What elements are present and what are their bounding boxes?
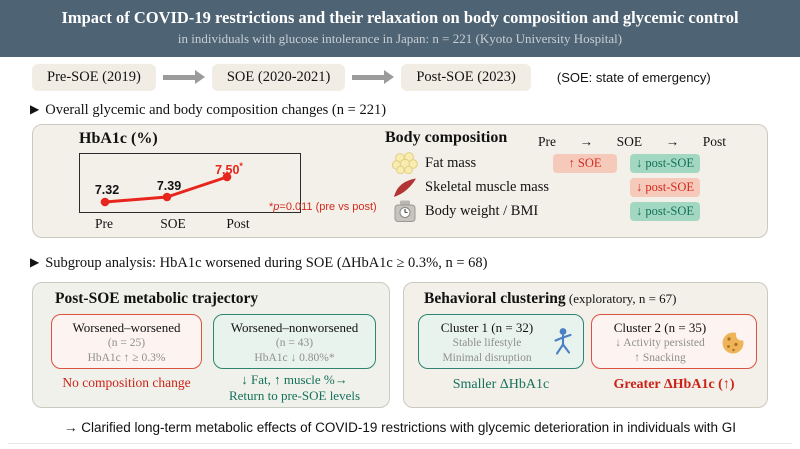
clustering-panel: Behavioral clustering (exploratory, n = … bbox=[403, 282, 768, 408]
cluster-1-text: Cluster 1 (n = 32) Stable lifestyle Mini… bbox=[423, 320, 551, 366]
group-detail: HbA1c ↑ ≥ 0.3% bbox=[87, 352, 166, 365]
row-label-skeletal-muscle: Skeletal muscle mass bbox=[425, 179, 550, 195]
x-tick-pre: Pre bbox=[95, 216, 113, 231]
column-pre: Pre bbox=[538, 134, 556, 149]
timeline-step-pre-soe: Pre-SOE (2019) bbox=[32, 63, 156, 91]
page-title: Impact of COVID-19 restrictions and thei… bbox=[61, 8, 739, 27]
column-post: Post bbox=[702, 134, 726, 149]
data-point-post bbox=[222, 172, 232, 182]
section-heading-overall: ▶ Overall glycemic and body composition c… bbox=[30, 102, 386, 119]
p-value-note: *p=0.011 (pre vs post) bbox=[269, 201, 377, 213]
outcome-line-1: ↓ Fat, ↑ muscle %→ bbox=[241, 372, 348, 387]
significance-asterisk: * bbox=[239, 161, 243, 171]
walking-person-icon bbox=[551, 327, 575, 364]
overview-panel: HbA1c (%) 7.32 7.39 7.50* Pre SOE Post *… bbox=[32, 124, 768, 238]
cluster-line-2: ↑ Snacking bbox=[634, 352, 686, 365]
fat-cells-icon bbox=[391, 152, 419, 174]
timeline-step-soe: SOE (2020-2021) bbox=[211, 63, 346, 91]
badge-muscle-down-post: ↓ post-SOE bbox=[630, 178, 700, 197]
section-heading-overall-text: Overall glycemic and body composition ch… bbox=[45, 102, 387, 118]
arrow-right-icon bbox=[162, 70, 205, 84]
section-heading-subgroup: ▶ Subgroup analysis: HbA1c worsened durin… bbox=[30, 255, 488, 272]
hba1c-value-post: 7.50* bbox=[215, 161, 243, 178]
cluster-1-box: Cluster 1 (n = 32) Stable lifestyle Mini… bbox=[418, 314, 584, 369]
outcome-cluster-2: Greater ΔHbA1c (↑) bbox=[613, 377, 735, 392]
hba1c-chart-title: HbA1c (%) bbox=[79, 130, 158, 147]
triangle-bullet-icon: ▶ bbox=[30, 255, 40, 269]
group-name: Worsened–worsened bbox=[72, 320, 181, 335]
timeline-step-post-soe: Post-SOE (2023) bbox=[401, 63, 531, 91]
outcome-line-2: Return to pre-SOE levels bbox=[228, 388, 361, 404]
page-subtitle: in individuals with glucose intolerance … bbox=[177, 31, 623, 46]
cluster-name: Cluster 2 (n = 35) bbox=[613, 320, 707, 335]
group-box-worsened-worsened: Worsened–worsened (n = 25) HbA1c ↑ ≥ 0.3… bbox=[51, 314, 202, 369]
group-box-worsened-nonworsened: Worsened–nonworsened (n = 43) HbA1c ↓ 0.… bbox=[213, 314, 376, 369]
x-tick-soe: SOE bbox=[160, 216, 186, 231]
cluster-line-1: Stable lifestyle bbox=[452, 337, 522, 349]
cluster-line-2: Minimal disruption bbox=[442, 352, 532, 365]
hba1c-line-chart bbox=[100, 172, 232, 207]
body-composition-title: Body composition bbox=[385, 129, 508, 146]
badge-fat-up-soe: ↑ SOE bbox=[553, 154, 617, 173]
hba1c-chart-frame bbox=[79, 153, 301, 213]
soe-timeline: Pre-SOE (2019) SOE (2020-2021) Post-SOE … bbox=[32, 62, 711, 92]
group-n: (n = 43) bbox=[275, 337, 314, 349]
section-heading-subgroup-text: Subgroup analysis: HbA1c worsened during… bbox=[45, 255, 488, 271]
group-n: (n = 25) bbox=[107, 337, 146, 349]
cluster-name: Cluster 1 (n = 32) bbox=[440, 320, 534, 335]
hba1c-value-pre: 7.32 bbox=[94, 183, 120, 197]
badge-weight-down-post: ↓ post-SOE bbox=[630, 202, 700, 221]
cluster-2-text: Cluster 2 (n = 35) ↓ Activity persisted … bbox=[596, 320, 724, 366]
conclusion-statement: → Clarified long-term metabolic effects … bbox=[63, 420, 736, 435]
x-tick-post: Post bbox=[226, 216, 250, 231]
cluster-2-box: Cluster 2 (n = 35) ↓ Activity persisted … bbox=[591, 314, 757, 369]
trajectory-panel: Post-SOE metabolic trajectory Worsened–w… bbox=[32, 282, 390, 408]
group-name: Worsened–nonworsened bbox=[230, 320, 359, 335]
outcome-worsened-nonworsened: ↓ Fat, ↑ muscle %→ Return to pre-SOE lev… bbox=[201, 372, 388, 405]
trajectory-panel-title: Post-SOE metabolic trajectory bbox=[55, 290, 259, 307]
triangle-bullet-icon: ▶ bbox=[30, 102, 40, 116]
clustering-panel-title-suffix: (exploratory, n = 67) bbox=[565, 291, 677, 306]
muscle-icon bbox=[391, 177, 419, 199]
soe-abbreviation-note: (SOE: state of emergency) bbox=[556, 69, 711, 85]
arrow-right-icon: → bbox=[579, 134, 594, 149]
row-label-body-weight-bmi: Body weight / BMI bbox=[425, 203, 539, 219]
group-detail: HbA1c ↓ 0.80%* bbox=[254, 352, 335, 365]
body-composition-column-headers: Pre → SOE → Post bbox=[538, 134, 726, 150]
clustering-panel-title: Behavioral clustering (exploratory, n = … bbox=[424, 290, 677, 307]
bottom-divider bbox=[8, 443, 792, 444]
header-banner: Impact of COVID-19 restrictions and thei… bbox=[0, 0, 800, 57]
hba1c-value-soe: 7.39 bbox=[156, 179, 182, 193]
outcome-worsened-worsened: No composition change bbox=[62, 375, 191, 390]
cookie-icon bbox=[718, 327, 748, 362]
data-point-pre bbox=[100, 197, 110, 207]
weight-scale-icon bbox=[391, 199, 419, 223]
badge-fat-down-post: ↓ post-SOE bbox=[630, 154, 700, 173]
column-soe: SOE bbox=[616, 134, 643, 149]
cluster-line-1: ↓ Activity persisted bbox=[615, 337, 705, 349]
row-label-fat-mass: Fat mass bbox=[425, 155, 477, 171]
arrow-right-icon bbox=[352, 70, 395, 84]
arrow-right-icon: → bbox=[665, 134, 680, 149]
outcome-cluster-1: Smaller ΔHbA1c bbox=[452, 377, 550, 392]
data-point-soe bbox=[162, 192, 172, 202]
